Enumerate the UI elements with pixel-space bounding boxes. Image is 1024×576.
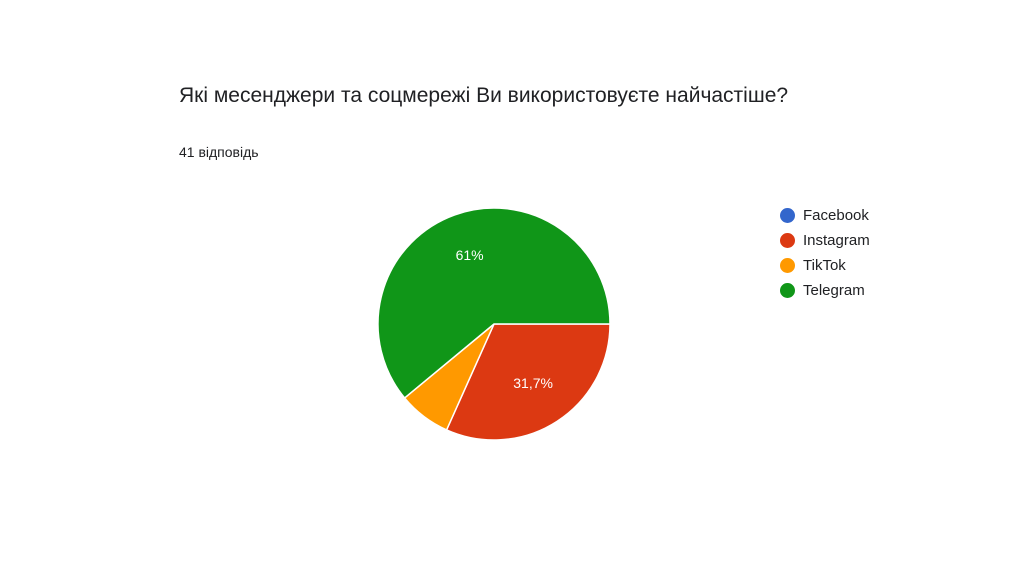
legend-swatch-telegram: [780, 283, 795, 298]
legend-item-instagram[interactable]: Instagram: [780, 228, 870, 253]
pie-slice-telegram[interactable]: [377, 207, 611, 399]
legend-swatch-tiktok: [780, 258, 795, 273]
pie-label-instagram: 31,7%: [513, 375, 553, 391]
legend-label-tiktok: TikTok: [803, 257, 846, 274]
response-count: 41 відповідь: [179, 144, 259, 160]
legend-item-tiktok[interactable]: TikTok: [780, 253, 870, 278]
chart-title: Які месенджери та соцмережі Ви використо…: [179, 84, 789, 107]
legend-label-facebook: Facebook: [803, 207, 869, 224]
chart-legend: Facebook Instagram TikTok Telegram: [780, 203, 870, 303]
legend-item-facebook[interactable]: Facebook: [780, 203, 870, 228]
legend-item-telegram[interactable]: Telegram: [780, 278, 870, 303]
pie-slice-instagram[interactable]: [445, 323, 611, 441]
legend-label-telegram: Telegram: [803, 282, 865, 299]
legend-swatch-facebook: [780, 208, 795, 223]
pie-label-telegram: 61%: [456, 247, 484, 263]
legend-swatch-instagram: [780, 233, 795, 248]
legend-label-instagram: Instagram: [803, 232, 870, 249]
